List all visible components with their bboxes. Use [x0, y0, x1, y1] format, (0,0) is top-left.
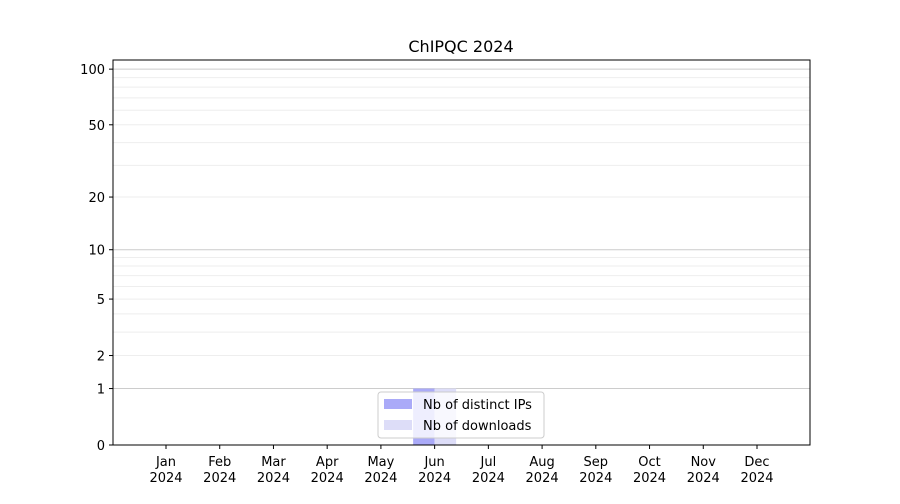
grid — [113, 68, 810, 390]
x-tick-label-year: 2024 — [740, 471, 773, 486]
y-tick-label: 20 — [88, 191, 105, 206]
legend-swatch-ips — [384, 399, 412, 409]
x-tick-label-month: Oct — [638, 455, 660, 470]
y-axis: 0 1 2 5 10 20 50 100 — [80, 63, 113, 454]
y-tick-label: 1 — [97, 383, 105, 398]
y-tick-label: 5 — [97, 293, 105, 308]
x-tick-label-year: 2024 — [472, 471, 505, 486]
legend-box — [377, 391, 545, 439]
x-tick-label-year: 2024 — [257, 471, 290, 486]
x-tick-label-year: 2024 — [579, 471, 612, 486]
x-tick-label-year: 2024 — [203, 471, 236, 486]
x-tick-label-month: Jul — [480, 455, 497, 470]
y-tick-label: 10 — [88, 244, 105, 259]
x-tick-label-year: 2024 — [526, 471, 559, 486]
x-tick-label-month: Feb — [208, 455, 231, 470]
chart-title: ChIPQC 2024 — [408, 37, 513, 56]
x-tick-label-year: 2024 — [633, 471, 666, 486]
x-tick-label-year: 2024 — [418, 471, 451, 486]
x-tick-label-year: 2024 — [149, 471, 182, 486]
x-tick-label-month: May — [367, 455, 394, 470]
x-tick-label-year: 2024 — [687, 471, 720, 486]
x-tick-label-year: 2024 — [364, 471, 397, 486]
legend: Nb of distinct IPs Nb of downloads — [377, 391, 545, 439]
x-tick-label-month: Sep — [584, 455, 609, 470]
x-tick-label-month: Aug — [529, 455, 554, 470]
x-tick-label-month: Nov — [691, 455, 717, 470]
y-tick-label: 2 — [97, 350, 105, 365]
plot-frame — [112, 59, 811, 446]
y-tick-label: 0 — [97, 439, 105, 454]
legend-label-downloads: Nb of downloads — [423, 419, 532, 434]
y-tick-label: 100 — [80, 63, 105, 78]
x-tick-label-month: Jun — [423, 455, 444, 470]
x-tick-label-year: 2024 — [311, 471, 344, 486]
legend-swatch-downloads — [384, 420, 412, 430]
legend-label-ips: Nb of distinct IPs — [423, 398, 532, 413]
x-tick-label-month: Dec — [744, 455, 769, 470]
x-axis: Jan2024Feb2024Mar2024Apr2024May2024Jun20… — [149, 445, 774, 486]
y-tick-label: 50 — [88, 119, 105, 134]
x-tick-label-month: Apr — [316, 455, 339, 470]
x-tick-label-month: Jan — [155, 455, 176, 470]
x-tick-label-month: Mar — [261, 455, 286, 470]
